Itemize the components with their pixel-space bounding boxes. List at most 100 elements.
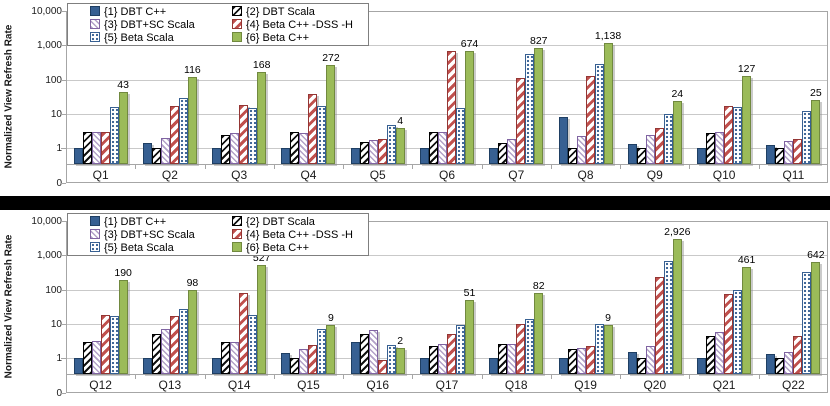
legend-label: {1} DBT C++ <box>104 216 167 228</box>
bar-s2-q12 <box>82 341 92 374</box>
y-tick-mark <box>61 289 66 291</box>
solid-blue-swatch-icon <box>90 6 100 16</box>
value-label: 4 <box>397 114 404 127</box>
bar-s2-q20 <box>636 358 646 374</box>
x-tick-mark <box>135 164 137 169</box>
legend-item: {2} DBT Scala <box>232 216 315 228</box>
bar-s4-q14 <box>239 292 249 374</box>
category-label: Q13 <box>158 378 182 392</box>
x-tick-mark <box>481 374 483 379</box>
legend-item: {4} Beta C++ -DSS -H <box>232 229 353 241</box>
bar-s5-q21 <box>733 289 743 374</box>
bar-s6-q13 <box>187 289 197 374</box>
bar-s4-q7 <box>516 78 526 164</box>
bar-s1-q17 <box>420 358 429 374</box>
x-tick-mark <box>758 164 760 169</box>
bar-s1-q4 <box>281 148 291 164</box>
bar-s5-q19 <box>594 323 604 374</box>
value-label: 190 <box>114 267 132 280</box>
x-tick-mark <box>550 164 552 169</box>
y-tick-mark <box>61 113 66 115</box>
bar-s1-q5 <box>350 148 360 164</box>
bar-s3-q7 <box>507 139 517 164</box>
bar-s5-q6 <box>456 107 465 164</box>
category-label: Q14 <box>227 378 251 392</box>
bar-s5-q7 <box>525 53 535 164</box>
bar-s1-q22 <box>766 354 776 374</box>
y-tick-mark <box>61 148 66 150</box>
bar-s3-q22 <box>784 352 794 374</box>
category-label: Q3 <box>231 168 248 182</box>
bar-s6-q12 <box>118 280 128 374</box>
bar-s6-q17 <box>465 299 474 374</box>
bar-s1-q7 <box>489 148 499 164</box>
category-label: Q9 <box>646 168 663 182</box>
bar-s1-q9 <box>627 144 637 164</box>
bar-s5-q1 <box>109 106 119 164</box>
bar-s3-q14 <box>230 341 240 374</box>
bar-s4-q3 <box>239 105 249 164</box>
bar-s2-q16 <box>359 334 369 374</box>
bar-s3-q19 <box>576 347 586 374</box>
x-tick-mark <box>620 374 622 379</box>
x-tick-mark <box>204 374 206 379</box>
value-label: 82 <box>532 279 545 292</box>
bar-s1-q11 <box>766 145 776 164</box>
legend-item: {1} DBT C++ <box>90 6 166 18</box>
bar-s3-q11 <box>784 141 794 164</box>
legend-label: {6} Beta C++ <box>246 242 309 254</box>
x-tick-mark <box>412 374 414 379</box>
y-tick-label: 1 <box>56 143 62 155</box>
red-stripe-swatch-icon <box>232 19 242 29</box>
legend-item: {3} DBT+SC Scala <box>90 19 195 31</box>
y-axis-title: Normalized View Refresh Rate <box>3 24 15 169</box>
bar-s1-q18 <box>489 358 499 374</box>
y-tick-mark <box>61 11 66 12</box>
bar-s4-q22 <box>793 335 803 374</box>
x-tick-mark <box>412 164 414 169</box>
bar-s6-q7 <box>534 48 544 164</box>
bar-s6-q22 <box>811 261 821 374</box>
bar-s1-q6 <box>420 148 429 164</box>
bar-s4-q9 <box>654 127 664 164</box>
y-tick-label: 1,000 <box>36 40 62 52</box>
bar-s6-q15 <box>326 325 336 374</box>
solid-blue-swatch-icon <box>90 216 100 226</box>
value-label: 98 <box>186 276 199 289</box>
bar-s4-q13 <box>169 315 179 374</box>
bar-s3-q21 <box>715 331 725 374</box>
bar-s4-q15 <box>308 344 318 374</box>
blue-dots-swatch-icon <box>90 242 100 252</box>
legend-label: {3} DBT+SC Scala <box>104 229 195 241</box>
divider-band <box>0 196 830 210</box>
bar-s5-q5 <box>386 125 396 164</box>
value-label: 674 <box>460 38 479 51</box>
legend-label: {3} DBT+SC Scala <box>104 19 195 31</box>
value-label: 272 <box>322 51 340 64</box>
bar-s6-q14 <box>257 264 267 374</box>
legend-item: {3} DBT+SC Scala <box>90 229 195 241</box>
bar-s3-q8 <box>576 135 586 164</box>
bar-s6-q10 <box>742 76 752 164</box>
category-label: Q5 <box>369 168 386 182</box>
bar-s1-q12 <box>73 358 83 374</box>
solid-green-swatch-icon <box>232 32 242 42</box>
value-label: 461 <box>737 253 756 266</box>
bar-s3-q9 <box>645 134 655 164</box>
x-tick-mark <box>689 374 691 379</box>
category-label: Q4 <box>300 168 317 182</box>
bar-s1-q13 <box>142 358 152 374</box>
bar-s6-q11 <box>811 100 821 164</box>
legend: {1} DBT C++ {2} DBT Scala {3} DBT+SC Scala… <box>67 3 369 46</box>
legend-label: {6} Beta C++ <box>246 32 309 44</box>
bar-s6-q6 <box>465 51 474 164</box>
bar-s4-q4 <box>308 94 318 164</box>
bar-s6-q21 <box>742 266 752 374</box>
bar-s2-q6 <box>429 131 438 164</box>
y-tick-label: 1 <box>56 353 62 365</box>
bar-s3-q18 <box>507 343 517 374</box>
x-tick-mark <box>550 374 552 379</box>
bar-s3-q5 <box>368 140 378 164</box>
bar-s4-q8 <box>585 75 595 164</box>
